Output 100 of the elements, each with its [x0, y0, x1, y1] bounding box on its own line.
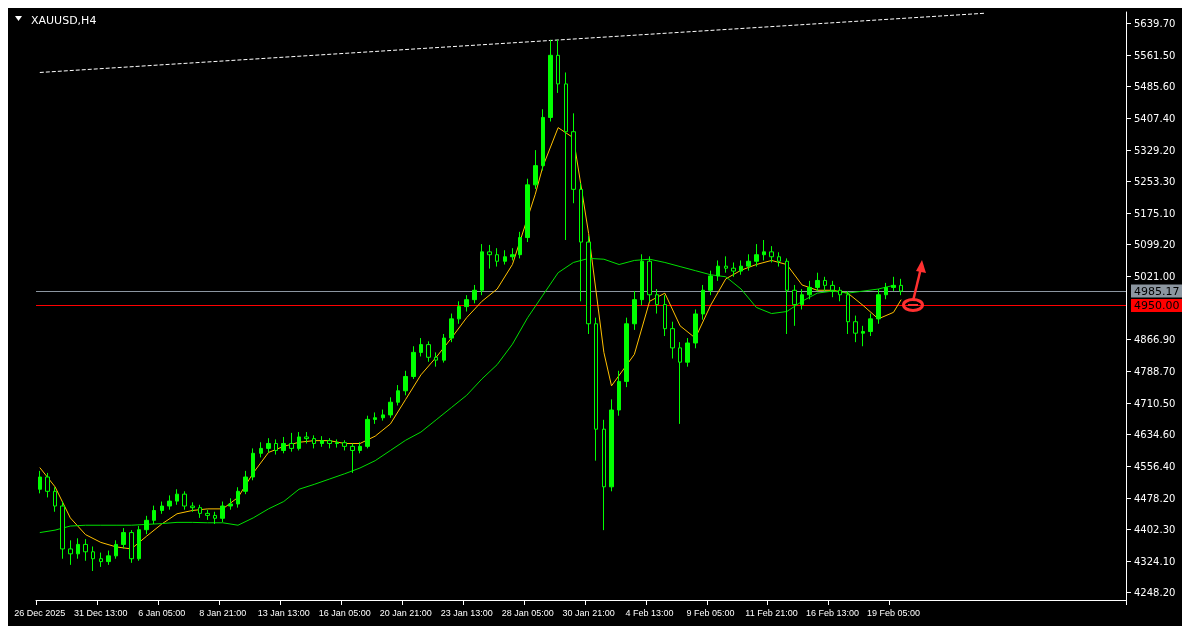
candlestick	[716, 259, 720, 282]
candlestick	[213, 511, 217, 525]
candlestick	[495, 247, 499, 268]
y-tick-label: 4866.90	[1134, 333, 1176, 345]
candlestick	[510, 247, 515, 261]
candlestick	[800, 288, 804, 310]
y-tick-label: 4402.30	[1134, 523, 1176, 535]
y-tick-label: 4478.20	[1134, 492, 1176, 504]
candlestick	[411, 345, 416, 380]
candlestick	[121, 527, 126, 550]
candlestick	[259, 441, 263, 458]
candlestick	[480, 243, 484, 296]
candlestick	[777, 251, 781, 268]
y-tick-label: 5099.20	[1134, 238, 1176, 250]
candlestick	[815, 272, 820, 292]
candlestick	[564, 71, 568, 241]
candlestick	[243, 470, 248, 495]
candlestick	[868, 313, 873, 337]
candlestick	[76, 537, 80, 560]
candlestick	[45, 472, 50, 498]
x-tick-label: 11 Feb 21:00	[745, 607, 798, 618]
candlestick	[472, 284, 477, 304]
candlestick	[556, 39, 560, 94]
candlestick	[769, 245, 774, 263]
candlestick	[137, 525, 141, 562]
ref-line-label: 4950.00	[1134, 298, 1180, 312]
candlestick	[586, 235, 591, 335]
candlestick	[350, 443, 355, 474]
candlestick	[846, 290, 850, 335]
candlestick	[358, 441, 362, 454]
y-tick-label: 5639.70	[1134, 18, 1176, 30]
candlestick	[739, 259, 743, 276]
candlestick	[663, 294, 667, 337]
candlestick	[685, 337, 690, 368]
candlestick	[884, 282, 888, 300]
candlestick	[396, 384, 400, 406]
candlestick	[861, 325, 865, 347]
y-tick-label: 5253.30	[1134, 175, 1176, 187]
candlestick	[220, 501, 225, 523]
candlestick	[807, 280, 812, 300]
x-tick-label: 30 Jan 21:00	[562, 607, 615, 618]
candlestick	[701, 284, 705, 321]
candlestick	[152, 505, 156, 525]
x-tick-label: 31 Dec 13:00	[74, 607, 128, 618]
candlestick	[342, 439, 347, 451]
y-tick-label: 5561.50	[1134, 50, 1176, 62]
candlestick	[129, 529, 134, 564]
candlestick	[251, 447, 255, 481]
candlestick	[167, 494, 172, 511]
candlestick	[525, 178, 530, 243]
candlestick	[830, 280, 835, 298]
y-tick-label: 4556.40	[1134, 460, 1176, 472]
candlestick	[853, 315, 858, 343]
x-tick-label: 23 Jan 13:00	[440, 607, 493, 618]
candlestick	[144, 515, 149, 535]
candlestick	[53, 486, 57, 513]
candlestick	[312, 434, 316, 449]
candlestick	[83, 538, 88, 562]
candlestick	[640, 253, 644, 306]
candlestick	[594, 317, 598, 462]
candlestick	[746, 253, 751, 272]
candlestick	[876, 288, 881, 325]
candlestick	[838, 286, 842, 302]
x-tick-label: 13 Jan 13:00	[257, 607, 310, 618]
y-tick-label: 5485.60	[1134, 81, 1176, 93]
candlestick	[365, 415, 370, 449]
candlestick	[320, 435, 324, 448]
candlestick	[785, 257, 789, 335]
candlestick	[899, 278, 903, 296]
candlestick	[792, 284, 797, 327]
candlestick	[327, 437, 332, 449]
candlestick	[205, 509, 210, 521]
candlestick	[198, 504, 202, 519]
x-tick-label: 6 Jan 05:00	[138, 607, 186, 618]
candlestick	[670, 321, 675, 360]
candlestick	[160, 501, 164, 515]
candlestick	[388, 396, 393, 419]
x-tick-label: 16 Feb 13:00	[806, 607, 860, 618]
y-tick-label: 4788.70	[1134, 365, 1176, 377]
candlestick	[579, 182, 583, 302]
candlestick	[91, 545, 95, 572]
y-tick-label: 4634.60	[1134, 428, 1176, 440]
candlestick	[373, 411, 377, 425]
candlestick	[624, 317, 629, 388]
candlestick	[175, 488, 179, 506]
candlestick	[68, 539, 73, 566]
candlestick	[304, 431, 309, 444]
y-tick-label: 5175.10	[1134, 207, 1176, 219]
candlestick	[182, 490, 187, 511]
candlestick	[731, 261, 736, 278]
candlestick	[381, 409, 385, 422]
x-tick-label: 19 Feb 05:00	[866, 607, 921, 618]
candlestick	[693, 308, 698, 349]
y-tick-label: 5329.20	[1134, 144, 1176, 156]
y-tick-label: 4248.20	[1134, 586, 1176, 598]
candlestick	[114, 539, 118, 560]
candlestick	[891, 276, 896, 292]
candlestick	[571, 112, 576, 204]
candlestick	[503, 249, 507, 266]
candlestick	[266, 437, 271, 453]
